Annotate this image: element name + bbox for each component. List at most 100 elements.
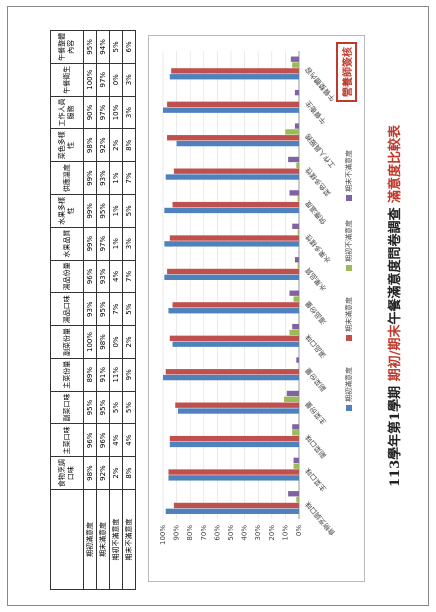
- cell: 5%: [109, 30, 123, 64]
- header-cell: 湯品份量: [50, 260, 84, 293]
- cell: 95%: [83, 30, 97, 64]
- x-tick-label: 副菜份量: [303, 366, 328, 393]
- x-tick-label: 菜色多樣性: [303, 165, 332, 198]
- cell: 92%: [96, 456, 110, 490]
- y-tick-label: 40%: [241, 525, 249, 541]
- header-cell: 主菜份量: [50, 358, 84, 392]
- table-row: 期初滿意度 98% 96% 95% 89% 100% 93% 96% 99% 99% 99% 98% 9…: [83, 30, 97, 590]
- title-part: 滿意度比較表: [388, 125, 403, 204]
- header-cell: 副菜口味: [50, 391, 84, 424]
- cell: 93%: [96, 161, 110, 195]
- x-tick-label: 湯品份量: [303, 299, 328, 326]
- cell: 5%: [122, 194, 136, 228]
- cell: 6%: [122, 30, 136, 64]
- bar: [177, 408, 299, 414]
- header-cell: 食物烹調口味: [50, 456, 84, 490]
- x-tick-label: 供應溫度: [303, 199, 328, 226]
- corner-cell: [50, 489, 84, 590]
- bar: [289, 190, 299, 196]
- cell: 99%: [83, 227, 97, 261]
- cell: 2%: [122, 325, 136, 359]
- x-tick-label: 水果多樣性: [303, 232, 332, 265]
- cell: 7%: [122, 260, 136, 293]
- header-cell: 水果品質: [50, 227, 84, 261]
- bar: [163, 107, 299, 113]
- bar: [293, 457, 299, 464]
- cell: 90%: [83, 96, 97, 129]
- bar: [167, 268, 299, 275]
- cell: 93%: [96, 260, 110, 293]
- bar: [172, 201, 300, 208]
- bar: [167, 101, 299, 107]
- cell: 100%: [83, 63, 97, 97]
- cell: 97%: [96, 227, 110, 261]
- x-tick-label: 午餐整體內容: [303, 65, 337, 103]
- y-tick-label: 10%: [281, 525, 289, 541]
- legend-label: 期初滿意度: [344, 367, 353, 402]
- bar: [164, 274, 299, 280]
- x-tick-label: 主菜口味: [303, 466, 328, 493]
- cell: 5%: [109, 391, 123, 424]
- score-table: 食物烹調口味 主菜口味 副菜口味 主菜份量 副菜份量 湯品口味 湯品份量 水果品質 水果多樣性供…: [50, 30, 136, 590]
- cell: 95%: [96, 292, 110, 326]
- cell: 8%: [122, 456, 136, 490]
- header-cell: 午餐整體內容: [50, 30, 84, 64]
- cell: 91%: [96, 358, 110, 392]
- header-cell: 主菜口味: [50, 423, 84, 457]
- cell: 99%: [83, 194, 97, 228]
- bar: [169, 435, 299, 442]
- x-tick-label: 主菜份量: [303, 399, 328, 426]
- bar: [296, 162, 299, 168]
- cell: 1%: [109, 161, 123, 195]
- bar: [296, 496, 299, 503]
- legend-swatch: [346, 405, 352, 411]
- bar: [176, 140, 300, 147]
- cell: 96%: [83, 423, 97, 457]
- cell: 2%: [109, 456, 123, 490]
- row-label: 期初滿意度: [83, 489, 97, 590]
- cell: 99%: [83, 161, 97, 195]
- cell: 96%: [83, 260, 97, 293]
- cell: 4%: [109, 423, 123, 457]
- header-cell: 午餐衛生: [50, 63, 84, 97]
- cell: 1%: [109, 194, 123, 228]
- bar: [164, 207, 299, 214]
- cell: 11%: [109, 358, 123, 392]
- title-part: 113學年第1學期: [388, 381, 403, 488]
- y-tick-label: 50%: [227, 525, 235, 541]
- bar: [292, 424, 299, 430]
- bar: [167, 135, 299, 141]
- cell: 95%: [96, 194, 110, 228]
- chart: 0% 10% 20% 30% 40% 50% 60% 70% 80% 90% 100% 食物烹調口味 主…: [159, 51, 353, 545]
- header-cell: 工作人員服務: [50, 96, 84, 129]
- bar: [292, 323, 299, 330]
- stamp: 營養師簽核: [336, 42, 357, 102]
- table-row: 期末滿意度 92% 96% 95% 91% 98% 95% 93% 97% 95% 93% 92% 97…: [96, 30, 110, 590]
- bar: [165, 508, 299, 514]
- header-row: 食物烹調口味 主菜口味 副菜口味 主菜份量 副菜份量 湯品口味 湯品份量 水果品質 水果多樣性供…: [50, 30, 84, 590]
- cell: 94%: [96, 30, 110, 64]
- bar: [290, 56, 299, 62]
- bar: [294, 89, 299, 96]
- cell: 95%: [96, 391, 110, 424]
- bar: [294, 257, 299, 263]
- row-label: 期末滿意度: [96, 489, 110, 590]
- cell: 0%: [109, 63, 123, 97]
- cell: 2%: [109, 128, 123, 162]
- bar: [163, 374, 299, 381]
- row-label: 期初不滿意度: [109, 489, 123, 590]
- cell: 3%: [122, 96, 136, 129]
- legend-label: 期末滿意度: [344, 297, 353, 332]
- bar: [172, 341, 300, 347]
- bar: [165, 174, 299, 180]
- bar: [292, 62, 299, 68]
- y-tick-label: 80%: [186, 525, 194, 541]
- legend-swatch: [346, 335, 352, 341]
- bar: [297, 196, 299, 202]
- header-cell: 湯品口味: [50, 292, 84, 326]
- bar: [294, 123, 299, 129]
- header-cell: 水果多樣性: [50, 194, 84, 228]
- cell: 89%: [83, 358, 97, 392]
- bar: [173, 502, 300, 509]
- header-cell: 副菜份量: [50, 325, 84, 359]
